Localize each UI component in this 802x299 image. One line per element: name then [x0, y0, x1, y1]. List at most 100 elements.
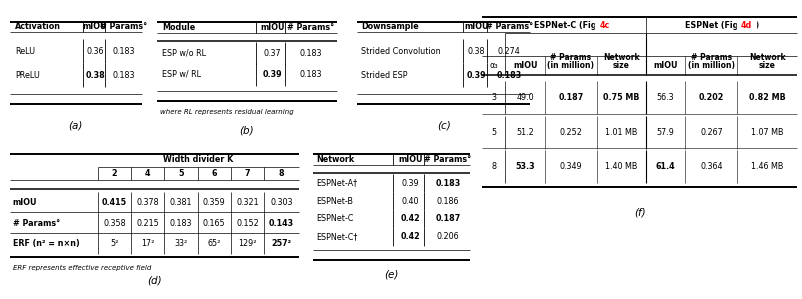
Text: 5: 5 [178, 169, 184, 178]
Text: # Params°: # Params° [423, 155, 471, 164]
Text: (a): (a) [69, 120, 83, 131]
Text: 5: 5 [491, 128, 496, 137]
Text: 0.202: 0.202 [698, 93, 723, 102]
Text: 0.152: 0.152 [236, 219, 258, 228]
Text: ERF represents effective receptive field: ERF represents effective receptive field [13, 265, 151, 271]
Text: mIOU: mIOU [83, 22, 107, 31]
Text: 0.349: 0.349 [559, 162, 581, 171]
Text: mIOU: mIOU [512, 61, 537, 70]
Text: 0.274: 0.274 [497, 47, 520, 56]
Text: 1.01 MB: 1.01 MB [605, 128, 637, 137]
Text: 33²: 33² [174, 239, 188, 248]
Text: PReLU: PReLU [15, 71, 40, 80]
Text: 0.321: 0.321 [236, 198, 258, 207]
Text: Activation: Activation [15, 22, 61, 31]
Text: 0.267: 0.267 [699, 128, 722, 137]
Text: 8: 8 [491, 162, 496, 171]
Text: 0.37: 0.37 [263, 49, 281, 58]
Text: ESPNet-C (Fig. 4c): ESPNet-C (Fig. 4c) [534, 21, 616, 30]
Text: 0.38: 0.38 [467, 47, 484, 56]
Text: 0.39: 0.39 [262, 70, 282, 79]
Text: # Params°: # Params° [99, 22, 147, 31]
Text: 56.3: 56.3 [656, 93, 674, 102]
Text: 0.303: 0.303 [269, 198, 292, 207]
Text: 0.187: 0.187 [435, 214, 460, 223]
Text: 1.46 MB: 1.46 MB [751, 162, 783, 171]
Text: Width divider K: Width divider K [163, 155, 233, 164]
Text: ESPNet-B: ESPNet-B [316, 196, 353, 206]
Text: 129²: 129² [238, 239, 257, 248]
Text: 0.42: 0.42 [400, 232, 419, 241]
Text: (c): (c) [436, 120, 450, 131]
Text: 8: 8 [278, 169, 284, 178]
Text: 0.183: 0.183 [496, 71, 521, 80]
Text: ESP w/o RL: ESP w/o RL [162, 49, 206, 58]
Text: 4: 4 [144, 169, 150, 178]
Text: 0.183: 0.183 [112, 71, 135, 80]
Text: ESPNet-A†: ESPNet-A† [316, 179, 357, 188]
Text: 0.39: 0.39 [401, 179, 419, 188]
Text: 0.187: 0.187 [557, 93, 583, 102]
Text: ESPNet (Fig. 4d): ESPNet (Fig. 4d) [683, 21, 758, 30]
Text: size: size [612, 61, 629, 70]
Text: 0.75 MB: 0.75 MB [602, 93, 639, 102]
Text: 53.3: 53.3 [515, 162, 534, 171]
Text: 5²: 5² [110, 239, 119, 248]
Text: mIOU: mIOU [653, 61, 677, 70]
Text: Network: Network [316, 155, 354, 164]
Text: 0.40: 0.40 [401, 196, 419, 206]
Text: Module: Module [162, 23, 195, 32]
Text: 4c: 4c [599, 21, 610, 30]
Text: size: size [758, 61, 775, 70]
Bar [736, 19, 755, 31]
Text: Network: Network [748, 53, 784, 62]
Text: 0.215: 0.215 [136, 219, 159, 228]
Text: where RL represents residual learning: where RL represents residual learning [160, 109, 294, 115]
Text: 0.359: 0.359 [203, 198, 225, 207]
Text: 0.358: 0.358 [103, 219, 126, 228]
Text: (in million): (in million) [547, 61, 593, 70]
Text: 1.40 MB: 1.40 MB [605, 162, 637, 171]
Text: 0.36: 0.36 [87, 47, 103, 56]
Text: mIOU: mIOU [13, 198, 37, 207]
Text: 0.183: 0.183 [299, 70, 322, 79]
Text: 51.2: 51.2 [516, 128, 533, 137]
Text: 0.252: 0.252 [559, 128, 581, 137]
Text: Downsample: Downsample [360, 22, 418, 31]
Text: 57.9: 57.9 [656, 128, 674, 137]
Text: mIOU: mIOU [464, 22, 488, 31]
Text: (f): (f) [633, 208, 645, 218]
Text: ERF (n² = n×n): ERF (n² = n×n) [13, 239, 79, 248]
Text: 61.4: 61.4 [655, 162, 674, 171]
Text: Network: Network [602, 53, 639, 62]
Text: # Params°: # Params° [485, 22, 533, 31]
Text: mIOU: mIOU [260, 23, 284, 32]
Bar [594, 19, 614, 31]
Text: Strided Convolution: Strided Convolution [360, 47, 439, 56]
Text: # Params: # Params [690, 53, 731, 62]
Text: 0.378: 0.378 [136, 198, 159, 207]
Text: ESP w/ RL: ESP w/ RL [162, 70, 200, 79]
Text: 3: 3 [491, 93, 496, 102]
Text: 0.143: 0.143 [269, 219, 294, 228]
Text: 0.183: 0.183 [169, 219, 192, 228]
Text: 0.82 MB: 0.82 MB [748, 93, 785, 102]
Text: ReLU: ReLU [15, 47, 35, 56]
Text: 7: 7 [245, 169, 250, 178]
Text: (d): (d) [147, 275, 161, 285]
Text: ESPNet-C: ESPNet-C [316, 214, 353, 223]
Text: ESPNet-C†: ESPNet-C† [316, 232, 357, 241]
Text: 0.186: 0.186 [436, 196, 459, 206]
Text: 0.39: 0.39 [466, 71, 486, 80]
Text: (b): (b) [239, 126, 254, 136]
Text: 17²: 17² [141, 239, 154, 248]
Text: # Params°: # Params° [287, 23, 334, 32]
Text: 0.415: 0.415 [102, 198, 127, 207]
Text: 4d: 4d [740, 21, 751, 30]
Text: 0.38: 0.38 [85, 71, 105, 80]
Text: 6: 6 [211, 169, 217, 178]
Text: # Params°: # Params° [13, 219, 59, 228]
Text: 0.183: 0.183 [112, 47, 135, 56]
Text: Strided ESP: Strided ESP [360, 71, 407, 80]
Text: 0.165: 0.165 [203, 219, 225, 228]
